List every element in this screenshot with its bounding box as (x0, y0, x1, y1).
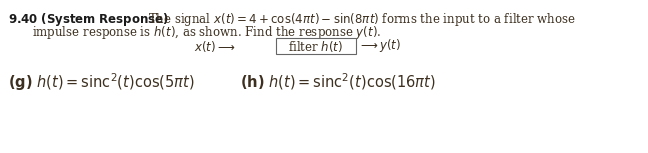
Text: filter $h(t)$: filter $h(t)$ (288, 39, 343, 54)
Text: $x(t) \longrightarrow$: $x(t) \longrightarrow$ (194, 39, 236, 54)
Text: $\mathbf{(g)}$ $h(t) = \mathrm{sinc}^2(t)\cos(5\pi t)$: $\mathbf{(g)}$ $h(t) = \mathrm{sinc}^2(t… (8, 71, 194, 93)
Text: $\mathbf{9.40}$ $\mathbf{(System\ Response)}$: $\mathbf{9.40}$ $\mathbf{(System\ Respon… (8, 11, 169, 28)
Text: $\mathbf{(h)}$ $h(t) = \mathrm{sinc}^2(t)\cos(16\pi t)$: $\mathbf{(h)}$ $h(t) = \mathrm{sinc}^2(t… (240, 71, 436, 92)
Text: $\longrightarrow y(t)$: $\longrightarrow y(t)$ (358, 37, 401, 54)
Text: impulse response is $h(t)$, as shown. Find the response $y(t)$.: impulse response is $h(t)$, as shown. Fi… (32, 24, 381, 41)
Text: The signal $x(t) = 4 + \cos(4\pi t) - \sin(8\pi t)$ forms the input to a filter : The signal $x(t) = 4 + \cos(4\pi t) - \s… (148, 11, 576, 28)
FancyBboxPatch shape (276, 38, 356, 54)
